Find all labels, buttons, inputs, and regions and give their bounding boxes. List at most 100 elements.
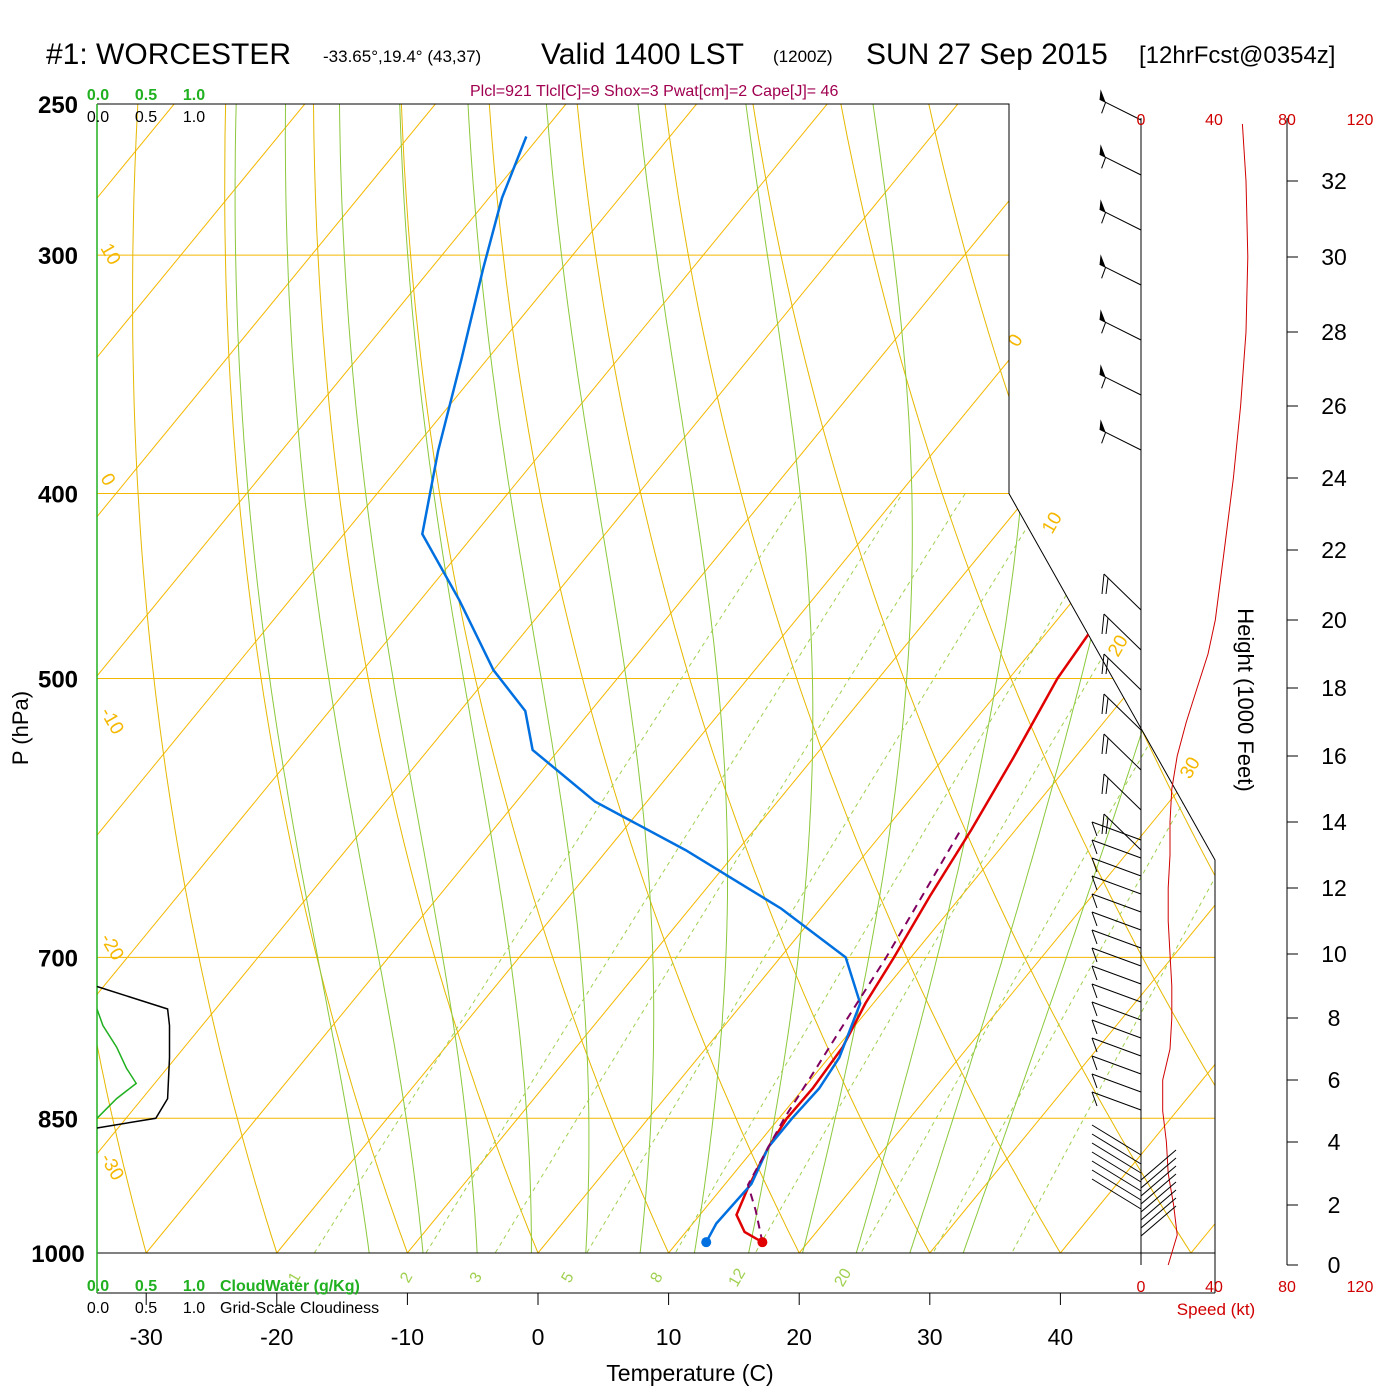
- dry-adiabat-line: [573, 104, 953, 1253]
- isotherm-line: [97, 104, 828, 1253]
- mixing-ratio-line: [910, 493, 1215, 1253]
- wind-barb-feather: [1101, 267, 1107, 279]
- cloud-scale-tick: 1.0: [183, 1300, 205, 1317]
- pressure-tick-label: 850: [38, 1106, 78, 1133]
- speed-scale-tick: 40: [1205, 112, 1223, 129]
- isotherm-label: -10: [96, 704, 128, 738]
- cloud-scale-tick: 0.5: [135, 87, 157, 104]
- speed-scale-tick: 80: [1278, 112, 1296, 129]
- cloudiness-line: [96, 985, 171, 1129]
- wind-barb-feather: [1091, 1019, 1098, 1035]
- mixing-ratio-line: [470, 493, 966, 1253]
- wind-barb-feather: [1091, 911, 1098, 927]
- wind-barb: [1099, 208, 1142, 231]
- wind-barb: [1140, 1165, 1177, 1197]
- temperature-line: [735, 135, 1215, 1244]
- cloud-scale-tick: 0.0: [87, 1278, 109, 1295]
- height-tick-label: 6: [1328, 1067, 1341, 1093]
- moist-adiabat-line: [791, 104, 913, 1253]
- mixing-ratio-label: 2: [397, 1270, 416, 1286]
- speed-scale-tick: 0: [1137, 112, 1146, 129]
- wind-barb-feather: [1101, 733, 1105, 755]
- cloud-water-line: [96, 1008, 138, 1119]
- wind-barb: [1091, 1055, 1142, 1075]
- mixing-ratio-label: 20: [832, 1266, 856, 1290]
- wind-barb-feather: [1105, 777, 1109, 795]
- cloud-scale-tick: 0.0: [87, 109, 109, 126]
- isotherm-label: 30: [1176, 754, 1205, 783]
- dry-adiabat-line: [747, 104, 1215, 1253]
- wind-barb: [1140, 1173, 1177, 1205]
- moist-adiabat-line: [637, 104, 729, 1253]
- wind-barb: [1099, 263, 1142, 286]
- wind-barb-feather: [1105, 657, 1109, 675]
- wind-barb-feather: [1101, 102, 1107, 114]
- wind-barb-feather: [1101, 693, 1105, 715]
- mixing-ratio-line: [562, 493, 1049, 1253]
- wind-barb: [1091, 1091, 1142, 1111]
- wind-barb: [1091, 1169, 1142, 1201]
- wind-barb-feather: [1101, 377, 1107, 389]
- x-tick-label: 0: [532, 1324, 545, 1350]
- cloud-scale-tick: 0.0: [87, 1300, 109, 1317]
- wind-barb: [1099, 428, 1142, 451]
- wind-barb: [1103, 813, 1142, 851]
- wind-barb: [1103, 773, 1142, 811]
- y-axis-label: P (hPa): [8, 691, 33, 765]
- station-title: #1: WORCESTER: [46, 38, 292, 71]
- dry-adiabat-line: [224, 104, 423, 1253]
- wind-barb-flag: [1099, 144, 1106, 158]
- wind-barb-feather: [1091, 947, 1098, 963]
- wind-barb: [1091, 929, 1142, 949]
- wind-barb-feather: [1101, 322, 1107, 334]
- mixing-ratio-line: [400, 493, 903, 1253]
- wind-barb-flag: [1099, 364, 1106, 378]
- wind-barb: [1091, 1151, 1142, 1183]
- wind-barb: [1091, 821, 1142, 841]
- pressure-tick-label: 700: [38, 945, 78, 972]
- isotherm-label: 0: [1004, 331, 1027, 351]
- height-tick-label: 26: [1321, 393, 1347, 419]
- cloud-scale-tick: 0.0: [87, 87, 109, 104]
- mixing-ratio-line: [651, 493, 1129, 1253]
- wind-barb: [1091, 1124, 1142, 1156]
- dewpoint-line: [420, 136, 862, 1243]
- isotherm-line: [1190, 104, 1215, 1253]
- pressure-tick-label: 300: [38, 243, 78, 270]
- wind-barb: [1099, 318, 1142, 341]
- wind-barb: [1091, 965, 1142, 985]
- isotherm-line: [97, 104, 436, 1253]
- wind-barb-feather: [1091, 983, 1098, 999]
- pressure-tick-label: 500: [38, 667, 78, 694]
- wind-barb-flag: [1099, 309, 1106, 323]
- moist-adiabat-line: [739, 104, 814, 1253]
- wind-barb-feather: [1105, 697, 1109, 715]
- x-tick-label: -20: [260, 1324, 293, 1350]
- height-tick-label: 32: [1321, 168, 1347, 194]
- x-tick-label: 20: [786, 1324, 812, 1350]
- speed-scale-tick: 0: [1137, 1279, 1146, 1296]
- isotherm-label: -30: [96, 1150, 128, 1184]
- wind-barb: [1091, 1001, 1142, 1021]
- isotherm-label: -20: [96, 930, 128, 964]
- cloud-water-label: CloudWater (g/Kg): [220, 1278, 360, 1295]
- wind-barb: [1099, 373, 1142, 396]
- isotherm-line: [929, 104, 1215, 1253]
- wind-barb: [1091, 1178, 1142, 1210]
- x-tick-label: 10: [656, 1324, 682, 1350]
- wind-barb-flag: [1099, 254, 1106, 268]
- wind-barb: [1140, 1189, 1177, 1221]
- wind-barb: [1140, 1157, 1177, 1189]
- wind-barb-feather: [1101, 573, 1105, 595]
- wind-barb: [1091, 875, 1142, 895]
- height-tick-label: 2: [1328, 1192, 1341, 1218]
- parcel-line: [746, 829, 962, 1243]
- cloud-scale-tick: 0.5: [135, 1278, 157, 1295]
- dry-adiabat-line: [660, 104, 1086, 1253]
- height-tick-label: 4: [1328, 1129, 1341, 1155]
- height-tick-label: 10: [1321, 941, 1347, 967]
- moist-adiabat-line: [843, 104, 1031, 1253]
- cloud-scale-tick: 0.5: [135, 1300, 157, 1317]
